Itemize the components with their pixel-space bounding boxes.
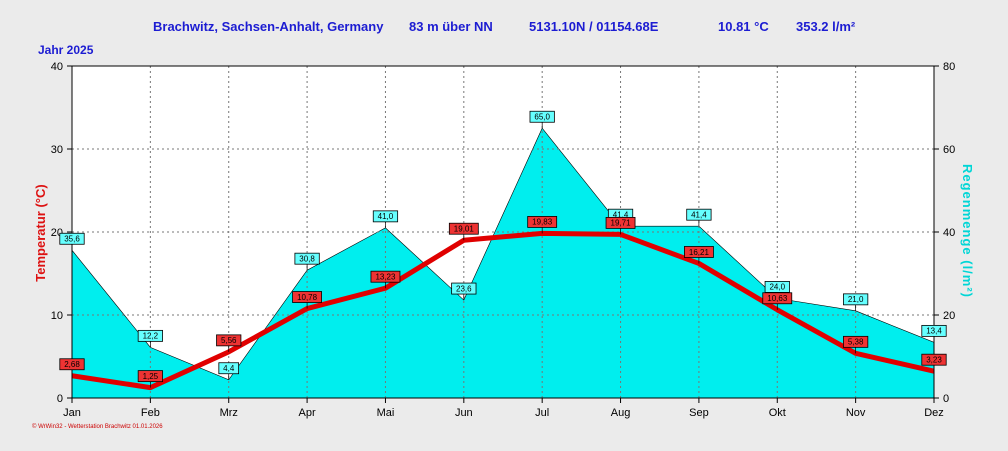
svg-text:13,23: 13,23 — [375, 272, 396, 281]
rain-data-label: 30,8 — [294, 252, 320, 271]
svg-text:19,71: 19,71 — [611, 219, 632, 228]
svg-text:5,38: 5,38 — [848, 338, 864, 347]
svg-text:5,56: 5,56 — [221, 336, 237, 345]
chart-header: Brachwitz, Sachsen-Anhalt, Germany 83 m … — [0, 19, 1008, 37]
y-axis-right-title: Regenmenge (l/m²) — [960, 164, 975, 298]
temperature-data-label: 19,83 — [527, 216, 558, 234]
x-tick-label: Jun — [455, 407, 473, 419]
svg-text:1,25: 1,25 — [143, 372, 159, 381]
svg-text:21,0: 21,0 — [848, 295, 864, 304]
x-tick-label: Apr — [299, 407, 316, 419]
temperature-data-label: 10,63 — [762, 292, 793, 310]
svg-text:65,0: 65,0 — [534, 113, 550, 122]
data-labels-layer: 35,6 12,2 4,4 30,8 41,0 23,6 65,0 41,4 41,4 24,0 2… — [59, 110, 947, 388]
rain-data-label: 41,0 — [372, 210, 399, 228]
y-right-tick-label: 80 — [943, 61, 955, 73]
x-tick-label: Mai — [377, 407, 395, 419]
rain-data-label: 4,4 — [218, 362, 240, 380]
x-tick-label: Mrz — [220, 407, 238, 419]
rain-data-label: 41,4 — [686, 208, 712, 227]
y-right-tick-label: 0 — [943, 393, 949, 405]
svg-text:13,4: 13,4 — [926, 327, 942, 336]
temperature-data-label: 5,56 — [216, 334, 242, 352]
year-label: Jahr 2025 — [38, 43, 94, 57]
y-right-tick-label: 60 — [943, 144, 955, 156]
temperature-data-label: 5,38 — [843, 335, 869, 354]
rain-data-label: 21,0 — [843, 293, 869, 311]
svg-text:30,8: 30,8 — [299, 254, 315, 263]
y-axis-left-title: Temperatur (°C) — [33, 184, 48, 281]
y-right-tick-label: 20 — [943, 310, 955, 322]
x-tick-label: Aug — [611, 407, 631, 419]
svg-text:10,78: 10,78 — [297, 293, 318, 302]
svg-text:4,4: 4,4 — [223, 364, 235, 373]
x-tick-label: Okt — [769, 407, 786, 419]
svg-text:12,2: 12,2 — [143, 332, 159, 341]
mean-temperature-text: 10.81 °C — [718, 19, 769, 34]
x-tick-label: Dez — [924, 407, 944, 419]
temperature-data-label: 10,78 — [292, 291, 322, 309]
x-tick-label: Nov — [846, 407, 866, 419]
temperature-data-label: 1,25 — [137, 370, 163, 388]
temperature-data-label: 19,71 — [605, 217, 636, 235]
svg-text:24,0: 24,0 — [769, 283, 785, 292]
x-tick-label: Feb — [141, 407, 160, 419]
x-tick-label: Jan — [63, 407, 81, 419]
coordinates-text: 5131.10N / 01154.68E — [529, 19, 659, 34]
svg-text:23,6: 23,6 — [456, 284, 472, 293]
temperature-data-label: 3,23 — [921, 353, 947, 372]
temperature-data-label: 13,23 — [370, 270, 401, 289]
total-rain-text: 353.2 l/m² — [796, 19, 856, 34]
svg-text:41,4: 41,4 — [691, 210, 707, 219]
svg-text:3,23: 3,23 — [926, 355, 942, 364]
y-left-tick-label: 0 — [57, 393, 63, 405]
temperature-data-label: 19,01 — [448, 222, 479, 241]
rain-data-label: 35,6 — [59, 232, 85, 251]
temperature-data-label: 2,68 — [59, 358, 85, 376]
y-right-tick-label: 40 — [943, 227, 955, 239]
x-tick-label: Jul — [535, 407, 549, 419]
rain-data-label: 65,0 — [529, 110, 555, 129]
y-left-tick-label: 40 — [51, 61, 63, 73]
svg-text:35,6: 35,6 — [64, 235, 80, 244]
rain-data-label: 23,6 — [451, 282, 477, 301]
svg-text:41,0: 41,0 — [378, 212, 394, 221]
y-left-tick-label: 10 — [51, 310, 63, 322]
location-text: Brachwitz, Sachsen-Anhalt, Germany — [153, 19, 384, 34]
altitude-text: 83 m über NN — [409, 19, 493, 34]
svg-text:19,01: 19,01 — [454, 225, 475, 234]
rain-data-label: 12,2 — [137, 329, 163, 348]
svg-text:2,68: 2,68 — [64, 360, 80, 369]
svg-text:41,4: 41,4 — [613, 210, 629, 219]
svg-text:19,83: 19,83 — [532, 218, 553, 227]
y-left-tick-label: 30 — [51, 144, 63, 156]
temperature-data-label: 16,21 — [684, 246, 714, 264]
svg-text:16,21: 16,21 — [689, 248, 710, 257]
footer-credit: © WrWin32 - Wetterstation Brachwitz 01.0… — [32, 424, 163, 430]
temperature-line-layer — [71, 230, 935, 391]
x-tick-label: Sep — [689, 407, 709, 419]
temperature-line — [71, 230, 935, 391]
rain-data-label: 13,4 — [921, 324, 947, 343]
svg-text:10,63: 10,63 — [767, 294, 788, 303]
rain-area-layer — [71, 66, 935, 399]
